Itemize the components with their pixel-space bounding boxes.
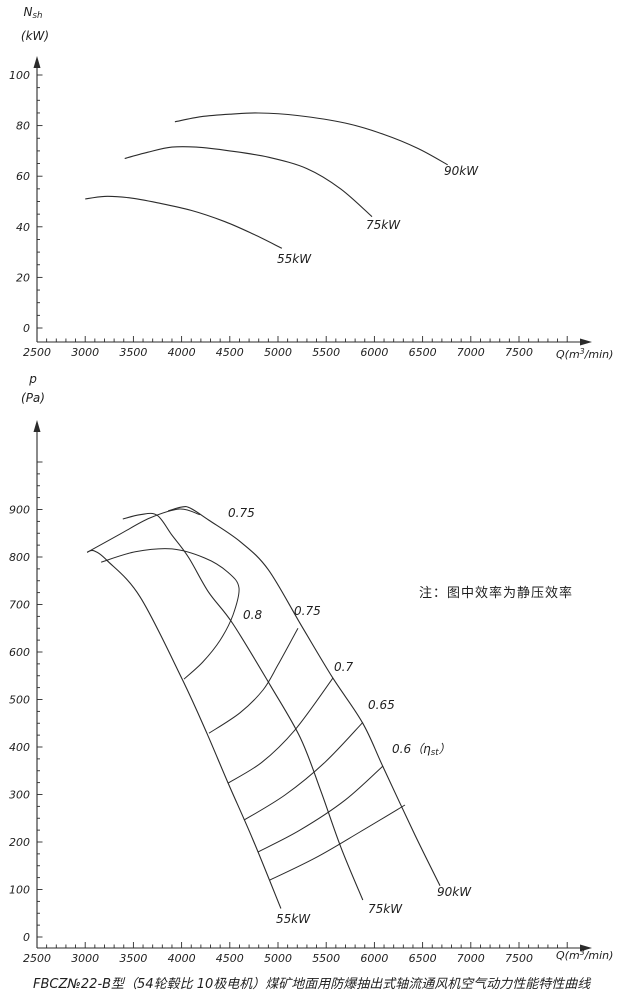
y-tick-label: 0 [23, 931, 30, 944]
y-tick-label: 100 [9, 884, 30, 897]
x-tick-label: 6000 [360, 346, 388, 359]
x-tick-label: 5500 [312, 346, 340, 359]
y-axis-arrow-icon [33, 56, 41, 68]
y-tick-label: 80 [16, 120, 30, 133]
x-axis-label: Q(m3/min) [556, 347, 613, 361]
contour-label: 0.6（ηst） [392, 742, 451, 758]
x-tick-label: 5000 [264, 346, 292, 359]
y-tick-label: 300 [9, 789, 30, 802]
contour-label: 0.65 [368, 698, 395, 712]
y-tick-label: 900 [9, 504, 30, 517]
x-tick-label: 4500 [216, 952, 244, 965]
x-tick-label: 5500 [312, 952, 340, 965]
y-tick-label: 600 [9, 646, 30, 659]
y-tick-label: 0 [23, 322, 30, 335]
x-tick-label: 4500 [216, 346, 244, 359]
x-tick-label: 3000 [71, 952, 99, 965]
x-tick-label: 7000 [457, 346, 485, 359]
series-label-55kW: 55kW [277, 252, 312, 266]
x-axis-label: Q(m3/min) [556, 948, 613, 962]
efficiency-contour-0.75 [86, 508, 201, 553]
y-axis-label: p [28, 372, 37, 386]
efficiency-contour-0.6 [257, 765, 384, 853]
efficiency-contour-0.65 [243, 721, 364, 821]
series-label-55kW: 55kW [276, 912, 311, 926]
x-tick-label: 7500 [505, 346, 533, 359]
y-axis-label-units: (kW) [21, 29, 49, 43]
y-tick-label: 40 [16, 221, 30, 234]
x-axis-arrow-icon [580, 944, 592, 952]
x-tick-label: 7500 [505, 952, 533, 965]
y-axis-label: Nsh [24, 5, 43, 21]
contour-label: 0.75 [294, 604, 321, 618]
efficiency-contour-0.7 [227, 677, 334, 784]
series-label-90kW: 90kW [444, 164, 479, 178]
y-tick-label: 200 [9, 836, 30, 849]
y-axis-label-units: (Pa) [21, 391, 45, 405]
y-axis-arrow-icon [33, 420, 41, 432]
x-axis-arrow-icon [580, 338, 592, 346]
x-tick-label: 3000 [71, 346, 99, 359]
y-tick-label: 60 [16, 170, 30, 183]
contour-label: 0.75 [228, 506, 255, 520]
y-tick-label: 400 [9, 741, 30, 754]
y-tick-label: 500 [9, 694, 30, 707]
series-label-75kW: 75kW [366, 218, 401, 232]
x-tick-label: 6500 [409, 346, 437, 359]
series-curve-55kW [86, 549, 282, 909]
contour-label: 0.8 [243, 608, 262, 622]
series-curve-55kW [85, 195, 283, 249]
series-curve-75kW [122, 512, 364, 901]
x-tick-label: 6000 [360, 952, 388, 965]
series-curve-75kW [124, 146, 373, 218]
x-tick-label: 2500 [23, 346, 51, 359]
x-tick-label: 7000 [457, 952, 485, 965]
note-text: 注：图中效率为静压效率 [419, 586, 574, 601]
x-tick-label: 6500 [409, 952, 437, 965]
efficiency-contour-0.75 [208, 628, 299, 734]
y-tick-label: 100 [9, 69, 30, 82]
efficiency-contour-0.8 [100, 548, 240, 680]
figure-caption: FBCZ№22-B型（54轮毂比 10极电机）煤矿地面用防爆抽出式轴流通风机空气… [33, 977, 591, 992]
y-tick-label: 20 [16, 271, 30, 284]
series-label-90kW: 90kW [437, 885, 472, 899]
y-tick-label: 700 [9, 599, 30, 612]
series-curve-90kW [167, 506, 441, 886]
x-tick-label: 4000 [168, 952, 196, 965]
contour-label: 0.7 [334, 660, 353, 674]
series-curve-90kW [174, 112, 448, 166]
series-label-75kW: 75kW [368, 902, 403, 916]
x-tick-label: 2500 [23, 952, 51, 965]
x-tick-label: 3500 [119, 346, 147, 359]
efficiency-contour-extra6 [269, 804, 406, 881]
x-tick-label: 4000 [168, 346, 196, 359]
x-tick-label: 3500 [119, 952, 147, 965]
y-tick-label: 800 [9, 551, 30, 564]
x-tick-label: 5000 [264, 952, 292, 965]
